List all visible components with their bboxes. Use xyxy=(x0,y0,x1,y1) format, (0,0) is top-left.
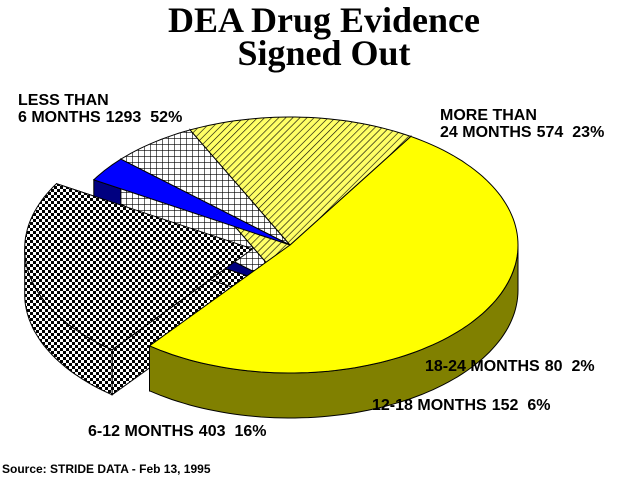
category-label: 6-12 MONTHS xyxy=(88,423,194,440)
slice xyxy=(119,129,291,246)
value-label: 403 xyxy=(198,423,226,440)
slice-label: LESS THAN 6 MONTHS 1293 52% xyxy=(18,92,182,126)
category-label: MORE THAN 24 MONTHS xyxy=(440,107,537,141)
category-label: 18-24 MONTHS xyxy=(425,358,540,375)
source-note: Source: STRIDE DATA - Feb 13, 1995 xyxy=(2,462,211,476)
value-label: 80 xyxy=(544,358,563,375)
slice xyxy=(148,135,519,374)
percent-label: 2% xyxy=(571,358,595,375)
slice xyxy=(92,158,291,246)
percent-label: 6% xyxy=(527,397,551,414)
slice-label: MORE THAN 24 MONTHS 574 23% xyxy=(440,107,604,141)
slice-label: 18-24 MONTHS 80 2% xyxy=(425,358,595,375)
category-label: 12-18 MONTHS xyxy=(372,397,487,414)
value-label: 574 xyxy=(536,124,564,141)
category-label: LESS THAN 6 MONTHS xyxy=(18,92,109,126)
value-label: 152 xyxy=(491,397,519,414)
percent-label: 52% xyxy=(150,109,183,126)
chart-title: DEA Drug Evidence Signed Out xyxy=(167,0,480,73)
slice xyxy=(189,116,412,246)
slice-label: 6-12 MONTHS 403 16% xyxy=(88,423,267,440)
slice xyxy=(24,183,254,351)
percent-label: 16% xyxy=(234,423,267,440)
slice-label: 12-18 MONTHS 152 6% xyxy=(372,397,551,414)
value-label: 1293 xyxy=(105,109,142,126)
percent-label: 23% xyxy=(572,124,605,141)
